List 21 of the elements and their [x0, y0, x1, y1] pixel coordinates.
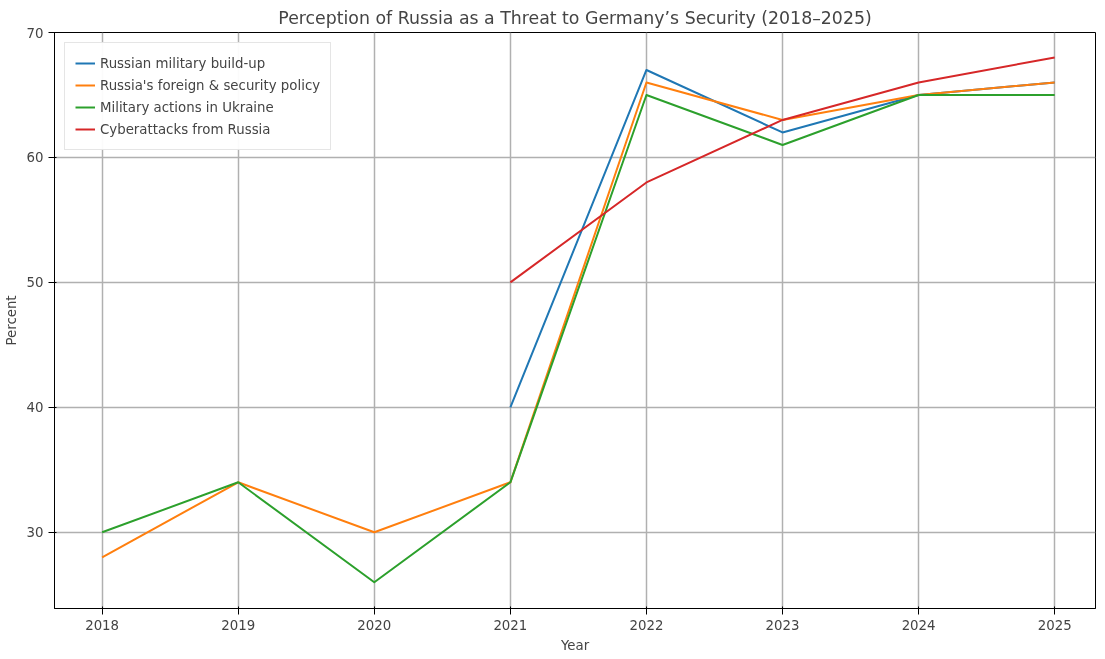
- x-tick-label: 2018: [85, 617, 120, 633]
- x-tick-label: 2025: [1037, 617, 1072, 633]
- legend-label: Russian military build-up: [100, 55, 266, 71]
- line-series: [509, 56, 1056, 284]
- y-tick-label: 70: [26, 25, 44, 41]
- x-tick-label: 2022: [629, 617, 664, 633]
- y-tick-label: 60: [26, 150, 44, 166]
- y-axis-title: Percent: [3, 295, 19, 346]
- y-tick-label: 50: [26, 275, 44, 291]
- x-axis-title: Year: [559, 637, 590, 653]
- x-tick-label: 2019: [221, 617, 256, 633]
- legend-label: Cyberattacks from Russia: [100, 121, 271, 137]
- x-tick-label: 2024: [901, 617, 936, 633]
- legend-label: Military actions in Ukraine: [100, 99, 274, 115]
- x-tick-label: 2020: [357, 617, 392, 633]
- chart-title: Perception of Russia as a Threat to Germany’s Security (2018–2025): [278, 7, 872, 28]
- legend-label: Russia's foreign & security policy: [100, 77, 321, 93]
- y-tick-label: 40: [26, 400, 44, 416]
- y-tick-label: 30: [26, 525, 44, 541]
- x-tick-label: 2021: [493, 617, 528, 633]
- x-tick-label: 2023: [765, 617, 800, 633]
